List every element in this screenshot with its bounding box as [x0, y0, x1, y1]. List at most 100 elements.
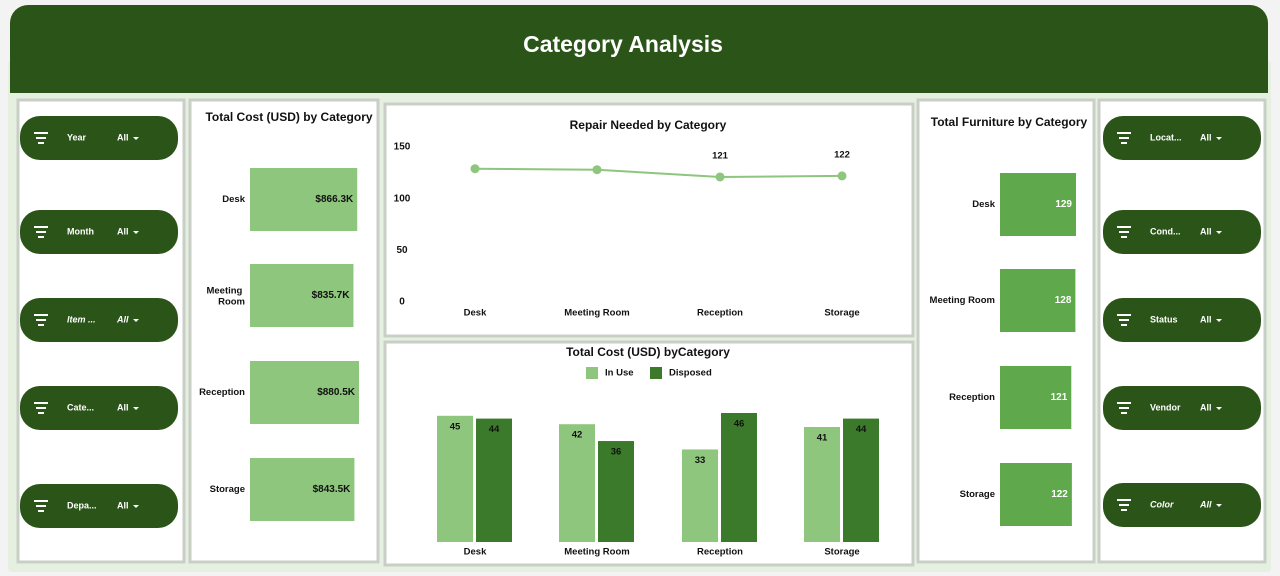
bar [437, 415, 473, 542]
y-tick-label: 50 [396, 245, 408, 256]
dropdown-caret [1216, 137, 1222, 140]
dropdown-caret [133, 137, 139, 140]
x-tick-label: Desk [464, 547, 487, 558]
filter-label: Cond... [1150, 226, 1181, 236]
category-label: Meeting Room [930, 295, 995, 306]
bar [598, 441, 634, 542]
filter-pill [20, 484, 178, 528]
chart-title: Total Cost (USD) by Category [205, 110, 372, 124]
filter-slicer[interactable]: Color All [1103, 483, 1261, 527]
bar [250, 168, 358, 231]
category-label: Meeting Room [206, 285, 245, 307]
data-label: $843.5K [313, 484, 352, 495]
dropdown-caret [1216, 504, 1222, 507]
x-tick-label: Meeting Room [564, 308, 629, 319]
filter-value: All [1200, 402, 1212, 412]
bar [804, 427, 840, 542]
point [470, 164, 480, 174]
filter-pill [20, 298, 178, 342]
filter-label: Locat... [1150, 132, 1182, 142]
filter-slicer[interactable]: Depa... All [20, 484, 178, 528]
filter-slicer[interactable]: Cate... All [20, 386, 178, 430]
filter-slicer[interactable]: Year All [20, 116, 178, 160]
x-tick-label: Reception [697, 308, 743, 319]
filter-pill [20, 386, 178, 430]
data-label: 44 [856, 424, 867, 435]
filter-label: Item ... [67, 314, 96, 324]
bar [1000, 173, 1076, 236]
filter-label: Cate... [67, 402, 94, 412]
x-tick-label: Desk [464, 308, 487, 319]
bar [1000, 463, 1072, 526]
bar [250, 458, 355, 521]
data-label: $835.7K [312, 290, 351, 301]
filter-label: Year [67, 132, 87, 142]
filter-value: All [116, 314, 129, 324]
category-label: Desk [972, 199, 995, 210]
category-label: Storage [960, 489, 995, 500]
category-label: Reception [199, 387, 245, 398]
filter-slicer[interactable]: Vendor All [1103, 386, 1261, 430]
filter-value: All [1199, 499, 1212, 509]
dropdown-caret [133, 505, 139, 508]
chart-panel [383, 102, 915, 338]
data-label: 122 [1051, 489, 1068, 500]
point [837, 171, 847, 181]
bar [559, 424, 595, 542]
filter-label: Vendor [1150, 402, 1181, 412]
filter-slicer[interactable]: Month All [20, 210, 178, 254]
filter-slicer[interactable]: Item ... All [20, 298, 178, 342]
data-label: 36 [611, 447, 622, 458]
bar [250, 264, 354, 327]
filter-value: All [117, 402, 129, 412]
filter-label: Status [1150, 314, 1178, 324]
data-label: 45 [450, 421, 461, 432]
legend-swatch [586, 367, 598, 379]
y-tick-label: 150 [394, 142, 411, 153]
dropdown-caret [1216, 319, 1222, 322]
filter-slicer[interactable]: Locat... All [1103, 116, 1261, 160]
filter-value: All [117, 132, 129, 142]
filter-value: All [1200, 132, 1212, 142]
legend-label: Disposed [669, 368, 712, 379]
dropdown-caret [133, 231, 139, 234]
filter-pill [20, 116, 178, 160]
filter-slicer[interactable]: Cond... All [1103, 210, 1261, 254]
dropdown-caret [133, 319, 139, 322]
x-tick-label: Meeting Room [564, 547, 629, 558]
line [474, 167, 843, 178]
filter-label: Depa... [67, 500, 97, 510]
data-label: 122 [834, 149, 850, 160]
bar [843, 418, 879, 542]
bar [682, 449, 718, 542]
filter-pill [20, 210, 178, 254]
dropdown-caret [1216, 407, 1222, 410]
data-label: $880.5K [317, 387, 356, 398]
dropdown-caret [1216, 231, 1222, 234]
data-label: 128 [1055, 295, 1072, 306]
y-tick-label: 0 [399, 297, 405, 308]
filter-pill [1103, 298, 1261, 342]
page-title: Category Analysis [523, 31, 723, 57]
data-label: 129 [1055, 199, 1072, 210]
data-label: 33 [695, 455, 706, 466]
filter-value: All [117, 226, 129, 236]
data-label: 46 [734, 419, 745, 430]
bar [1000, 366, 1072, 429]
data-label: 121 [1051, 392, 1068, 403]
filter-value: All [1200, 314, 1212, 324]
data-label: 121 [712, 150, 729, 161]
bar [250, 361, 359, 424]
filter-slicer[interactable]: Status All [1103, 298, 1261, 342]
filter-value: All [1200, 226, 1212, 236]
data-label: 42 [572, 430, 583, 441]
bar [476, 418, 512, 542]
filter-pill [1103, 386, 1261, 430]
filter-pill [1103, 210, 1261, 254]
bar [721, 413, 757, 542]
chart-title: Total Cost (USD) byCategory [566, 345, 730, 359]
data-label: 41 [817, 433, 828, 444]
chart-title: Total Furniture by Category [931, 115, 1088, 129]
filter-pill [1103, 483, 1261, 527]
